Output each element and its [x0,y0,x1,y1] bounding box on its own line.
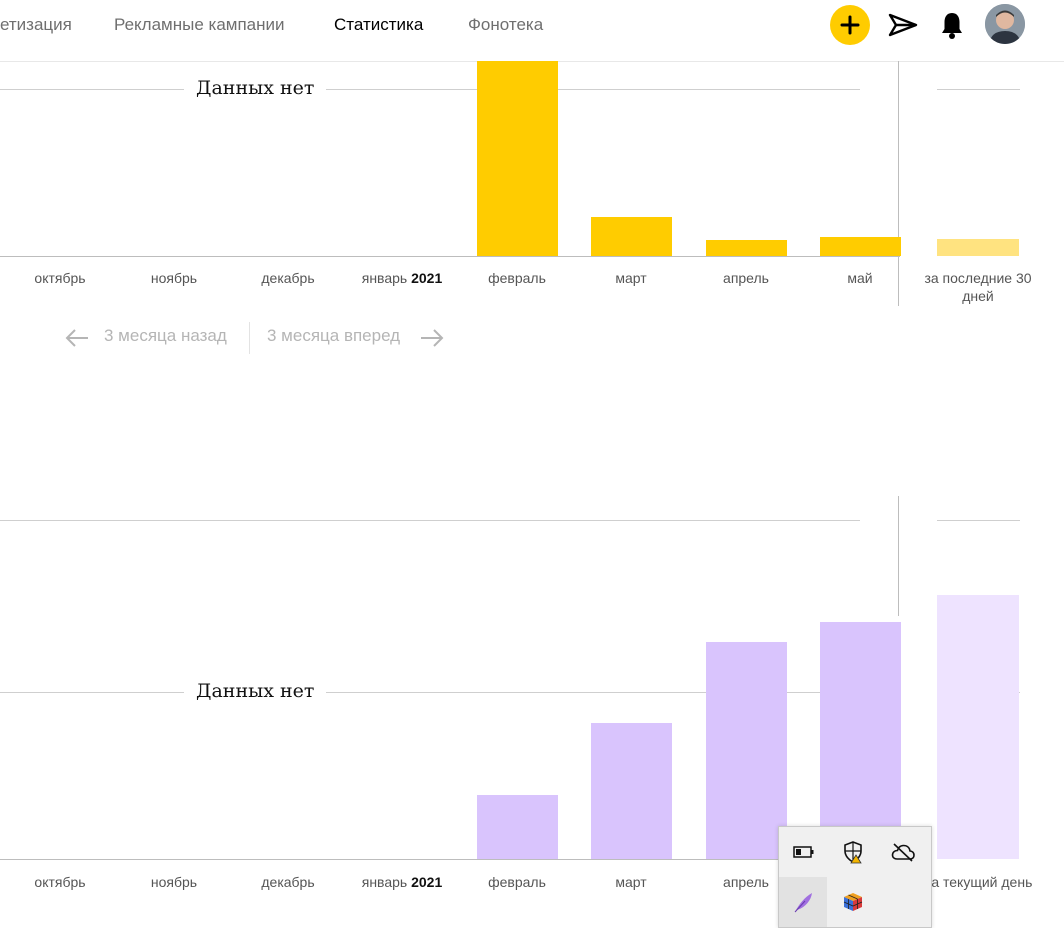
x-tick-label: ноябрь [150,270,198,286]
x-tick-label: февраль [488,874,546,890]
chart-monthly-2: Данных нет октябрь ноябрь декабрь январь 20… [0,496,1064,913]
send-icon [888,13,918,37]
x-tick-label: декабрь [261,874,315,890]
shield-warning-icon[interactable] [838,837,868,867]
bar-7[interactable] [705,240,787,256]
x-tick-label: ноябрь [150,874,198,890]
feather-icon[interactable] [779,877,827,927]
cube-icon[interactable] [838,887,868,917]
year-marker: 2021 [411,874,443,890]
user-avatar[interactable] [985,4,1025,44]
x-tick-label: март [615,874,647,890]
current-period-divider [898,61,899,306]
x-tick-label: май [847,270,873,286]
baseline [0,859,900,860]
notifications-button[interactable] [939,10,965,40]
avatar-image [985,4,1025,44]
plus-icon [840,15,860,35]
current-period-bar[interactable] [937,239,1019,256]
send-button[interactable] [888,10,918,40]
bar-8[interactable] [819,236,901,256]
pager-back-button[interactable]: 3 месяца назад [104,326,227,345]
current-period-bar[interactable] [937,594,1019,859]
current-period-label: на текущий день [923,874,1033,890]
no-data-label: Данных нет [184,680,327,702]
top-bar: етизация Рекламные кампании Статистика Ф… [0,0,1064,62]
x-tick-label: декабрь [261,270,315,286]
bar-6[interactable] [590,723,672,859]
bar-6[interactable] [590,217,672,256]
add-button[interactable] [830,5,870,45]
gridline [937,520,1020,521]
system-tray-overflow [778,826,932,928]
nav-statistics[interactable]: Статистика [334,15,424,34]
bar-5[interactable] [476,61,558,256]
bell-icon [942,13,962,39]
pager-separator [249,322,250,354]
x-tick-label: март [615,270,647,286]
pager-forward-button[interactable]: 3 месяца вперед [267,326,401,345]
year-marker: 2021 [411,270,443,286]
chart-monthly-1: Данных нет октябрь ноябрь декабрь январь 20… [0,61,1064,321]
nav-monetization[interactable]: етизация [0,15,72,34]
current-period-divider [898,496,899,616]
no-data-label: Данных нет [184,77,327,99]
arrow-right-icon[interactable] [419,328,445,348]
x-tick-label: апрель [723,270,769,286]
x-tick-label: январь 2021 [361,270,443,286]
arrow-left-icon[interactable] [64,328,90,348]
gridline [0,692,860,693]
current-period-label: за последние 30 дней [924,270,1032,304]
cloud-offline-icon[interactable] [888,837,918,867]
nav-ad-campaigns[interactable]: Рекламные кампании [114,15,285,34]
gridline [937,89,1020,90]
bar-7[interactable] [705,642,787,859]
x-tick-label: февраль [488,270,546,286]
x-tick-label: октябрь [34,874,86,890]
x-tick-label: октябрь [34,270,86,286]
bar-5[interactable] [476,794,558,859]
x-tick-label: январь 2021 [361,874,443,890]
battery-icon[interactable] [789,837,819,867]
bar-8[interactable] [819,621,901,859]
baseline [0,256,900,257]
x-tick-label: апрель [723,874,769,890]
gridline [0,89,860,90]
gridline [0,520,860,521]
nav-phonoteka[interactable]: Фонотека [468,15,544,34]
